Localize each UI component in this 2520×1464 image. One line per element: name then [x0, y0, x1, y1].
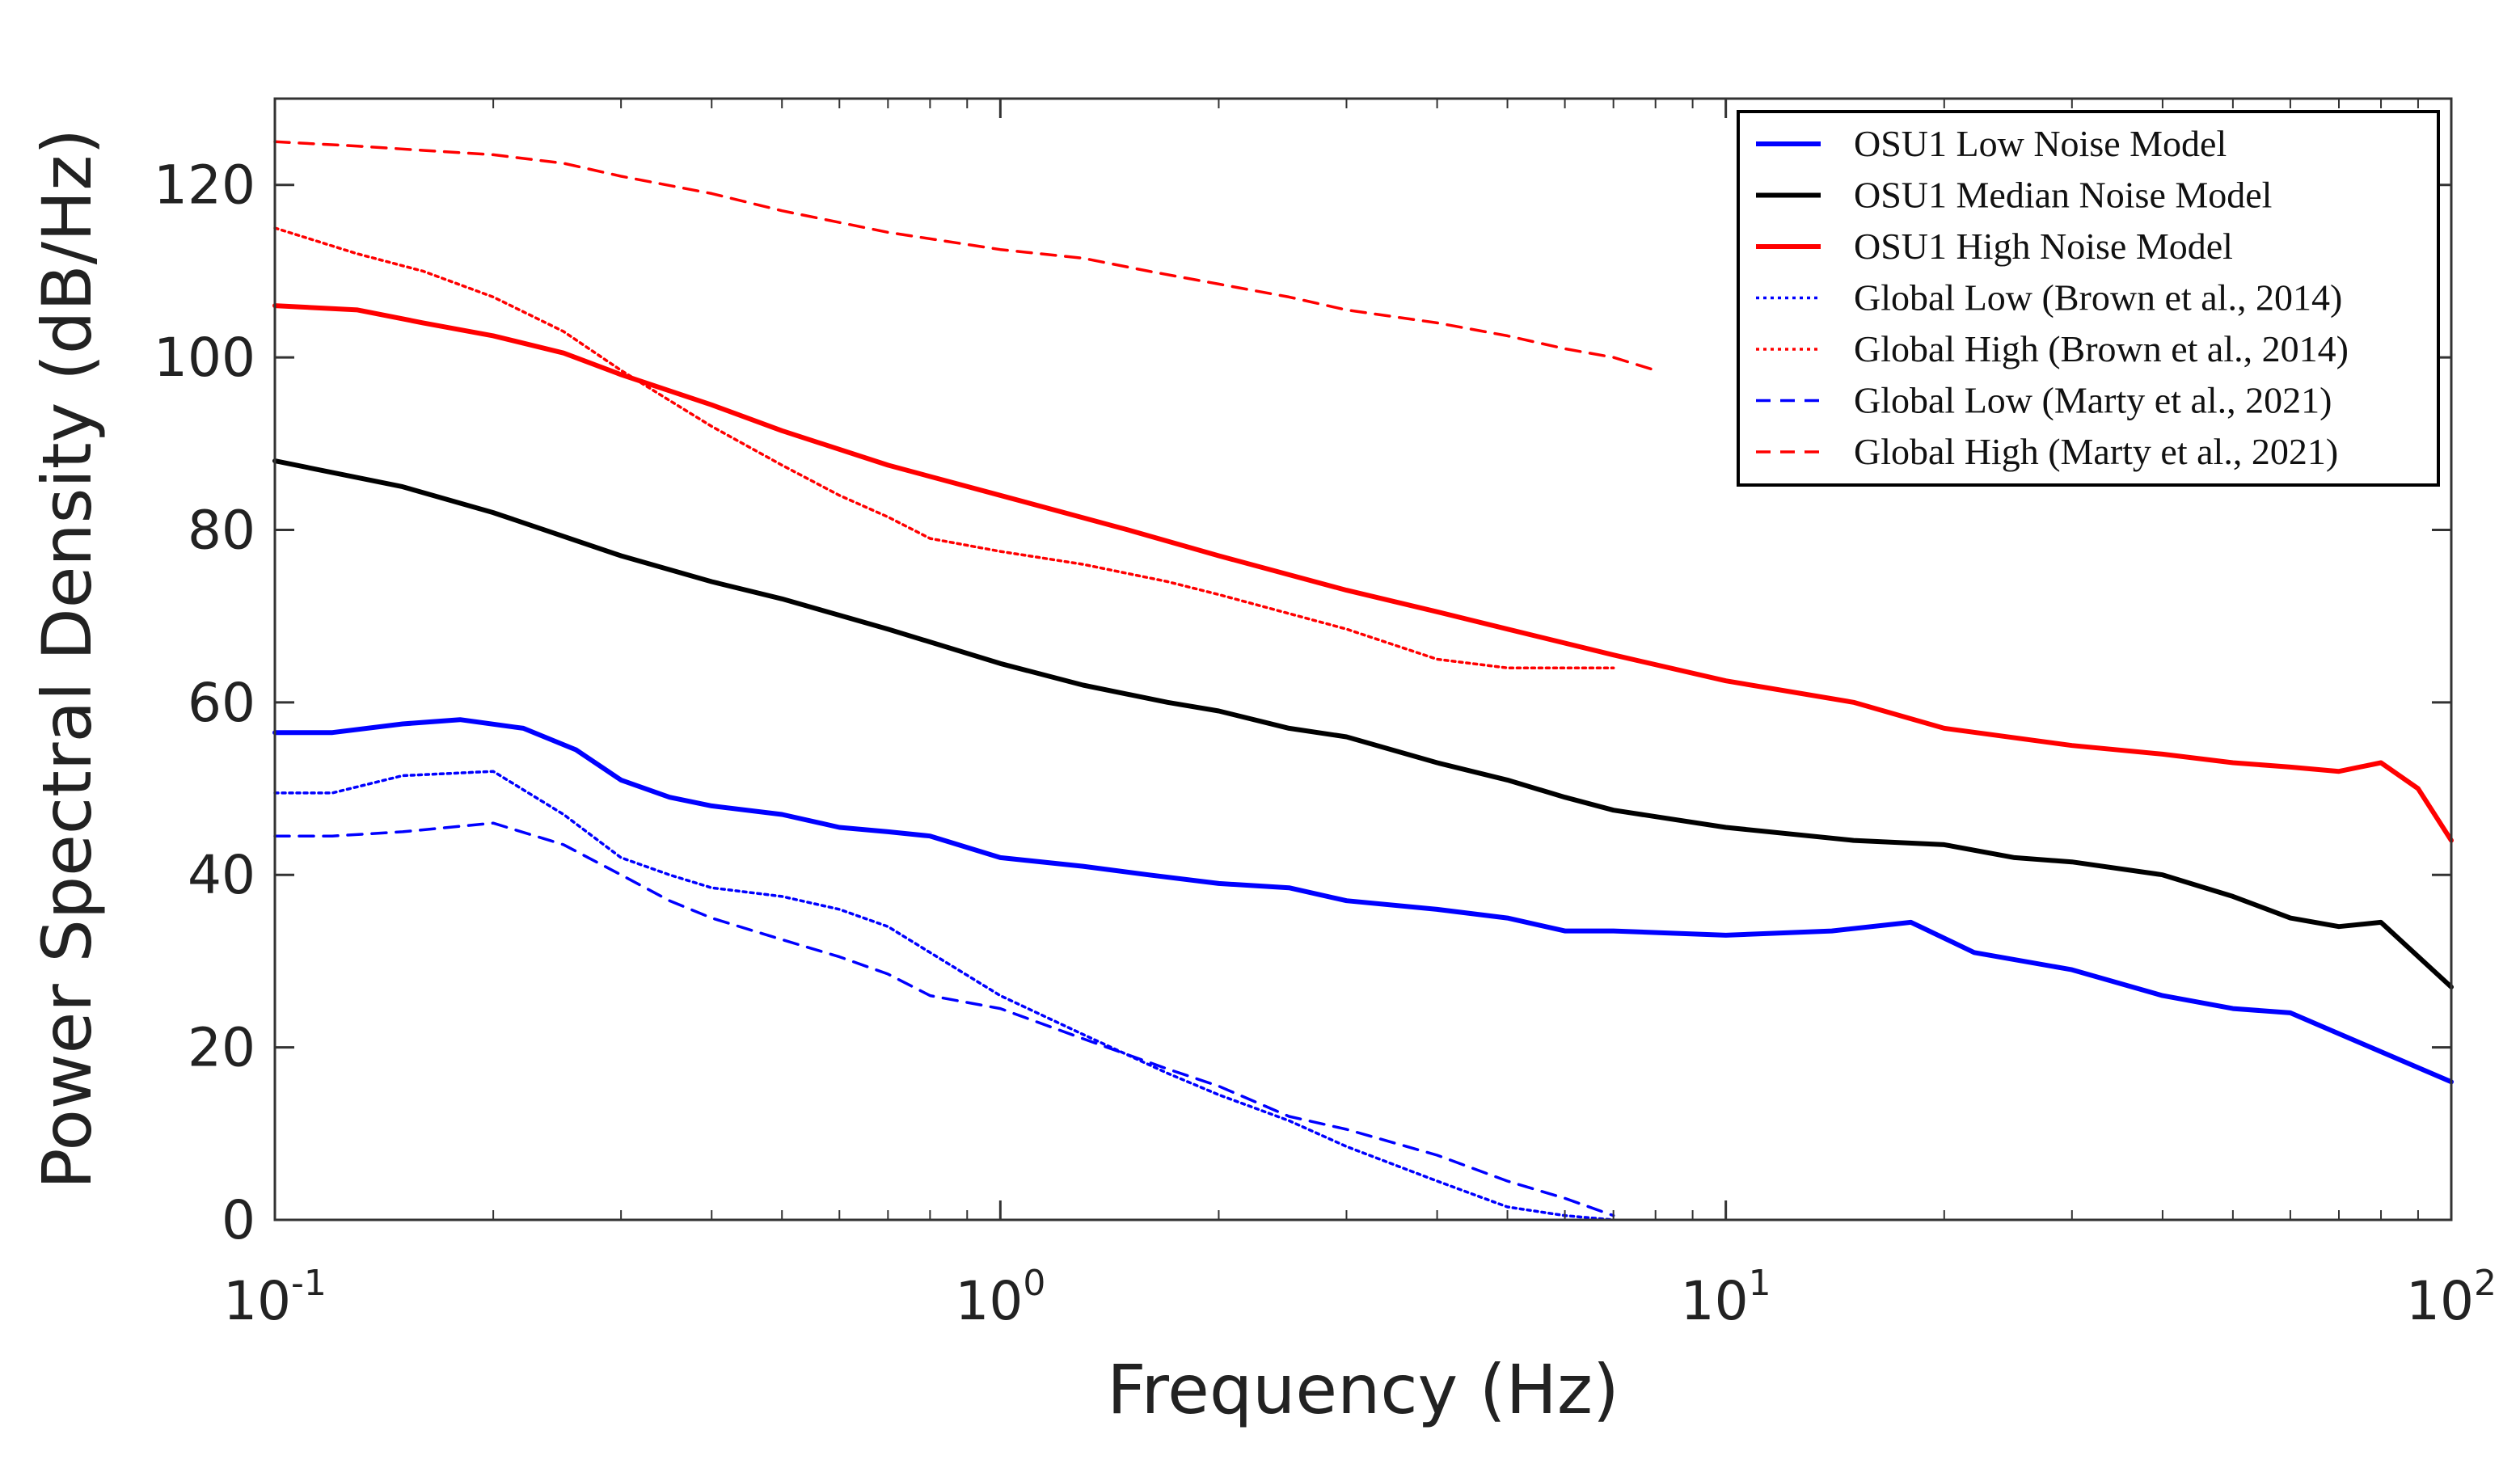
series-line-global-high-marty-et-al-2021: [273, 140, 1657, 372]
legend-label: Global Low (Marty et al., 2021): [1854, 380, 2332, 421]
x-axis-title: Frequency (Hz): [1107, 1350, 1619, 1429]
series-line-osu1-low-noise-model: [272, 717, 2454, 1085]
x-tick-label: 102: [2406, 1263, 2497, 1332]
legend-label: OSU1 Low Noise Model: [1854, 123, 2227, 164]
legend-label: Global Low (Brown et al., 2014): [1854, 277, 2342, 319]
y-axis-title: Power Spectral Density (dB/Hz): [27, 129, 107, 1189]
y-tick-label: 100: [154, 327, 255, 389]
legend-label: Global High (Brown et al., 2014): [1854, 328, 2349, 369]
legend-label: OSU1 Median Noise Model: [1854, 175, 2272, 216]
y-tick-label: 20: [188, 1017, 255, 1079]
legend-box: [1737, 110, 2440, 487]
series-line-global-high-brown-et-al-2014: [273, 226, 1615, 669]
legend-label: Global High (Marty et al., 2021): [1854, 431, 2338, 472]
series-line-osu1-high-noise-model: [272, 303, 2454, 843]
y-tick-label: 120: [154, 154, 255, 217]
x-tick-label: 10-1: [223, 1263, 327, 1332]
series-line-global-low-marty-et-al-2021: [273, 821, 1615, 1217]
y-tick-label: 60: [188, 672, 255, 734]
series-line-osu1-median-noise-model: [272, 458, 2454, 989]
legend: OSU1 Low Noise Model OSU1 Median Noise Mo…: [1737, 110, 2440, 487]
plot-area-frame: [273, 97, 2453, 1221]
y-tick-label: 80: [188, 499, 255, 561]
series-layer: [272, 140, 2454, 1221]
y-tick-label: 0: [222, 1189, 255, 1251]
series-line-global-low-brown-et-al-2014: [273, 770, 1615, 1221]
x-tick-label: 100: [955, 1263, 1045, 1332]
legend-label: OSU1 High Noise Model: [1854, 226, 2233, 267]
y-tick-label: 40: [188, 844, 255, 906]
ticks-layer: 0 20 40 60 80 100 120 10-1 100 101 102: [154, 99, 2497, 1332]
x-tick-label: 101: [1681, 1263, 1771, 1332]
